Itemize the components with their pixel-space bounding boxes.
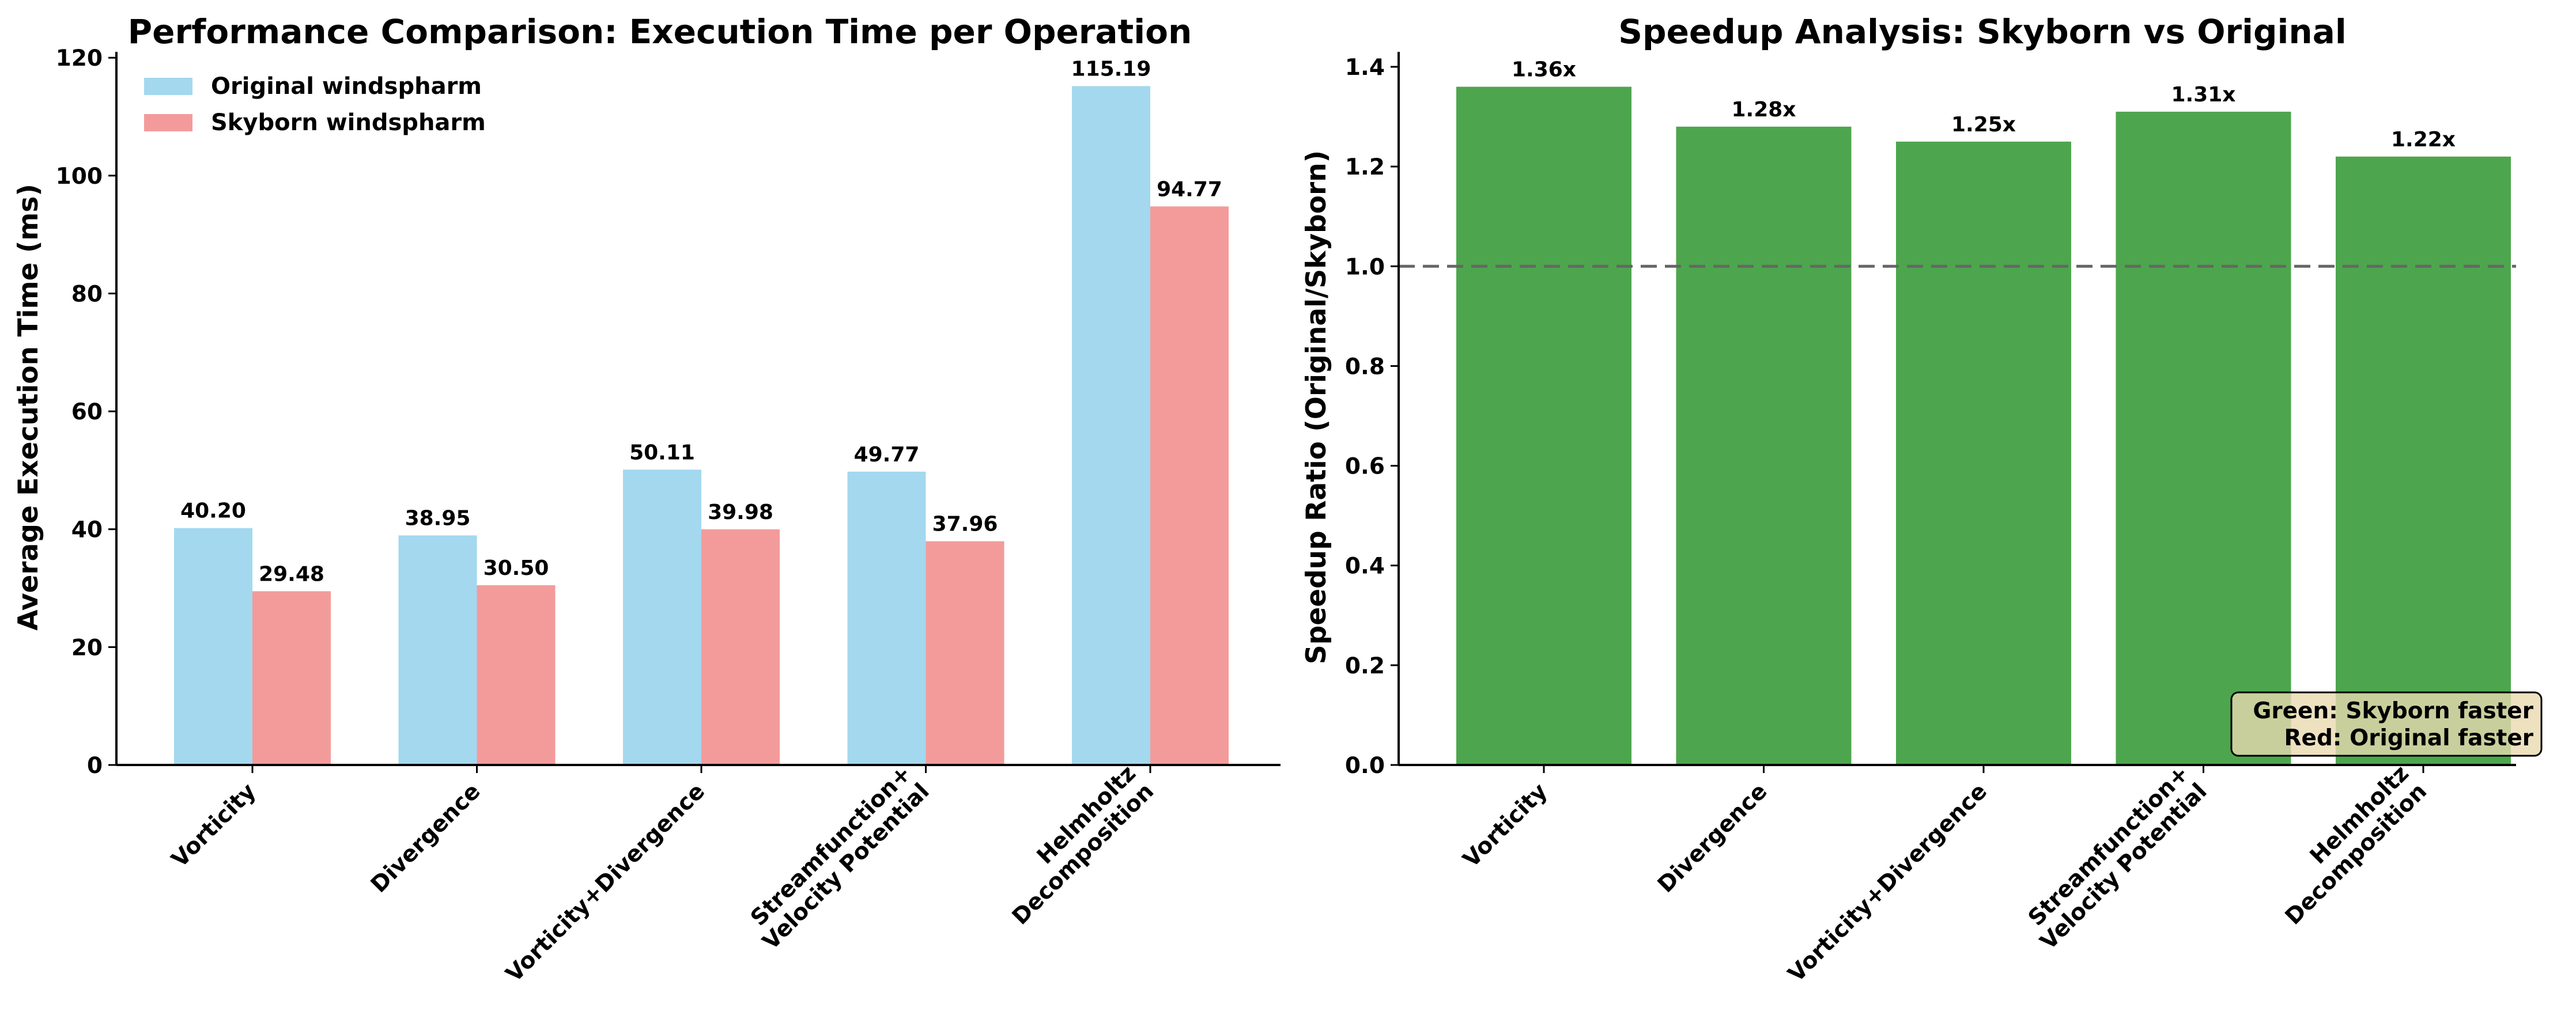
y-tick-label: 0.4	[1345, 554, 1385, 579]
x-tick-label: Vorticity	[167, 778, 261, 873]
x-tick-label: Streamfunction+Velocity Potential	[2018, 760, 2212, 955]
y-tick-label: 80	[71, 281, 103, 307]
bar	[1150, 206, 1229, 765]
bar-value-label: 1.28x	[1731, 98, 1796, 122]
y-tick-label: 100	[56, 164, 103, 190]
legend: Original windspharm Skyborn windspharm	[144, 73, 486, 136]
bar	[398, 535, 477, 765]
chart-title: Speedup Analysis: Skyborn vs Original	[1618, 12, 2346, 51]
chart-title: Performance Comparison: Execution Time p…	[128, 12, 1192, 51]
bar-value-label: 29.48	[259, 562, 324, 586]
legend-label: Skyborn windspharm	[211, 109, 486, 136]
note-line: Red: Original faster	[2284, 725, 2534, 751]
bar-value-label: 115.19	[1071, 57, 1151, 81]
bar-value-label: 1.25x	[1951, 113, 2016, 137]
bar	[477, 585, 556, 765]
execution-time-chart: Performance Comparison: Execution Time p…	[13, 12, 1281, 987]
legend-swatch	[144, 114, 192, 131]
bar	[2116, 111, 2291, 766]
y-tick-label: 40	[71, 517, 103, 543]
x-tick-label: Divergence	[366, 778, 486, 898]
y-tick-label: 1.2	[1345, 154, 1385, 180]
bar	[2336, 156, 2511, 765]
bar	[623, 469, 701, 765]
y-tick-label: 0.2	[1345, 653, 1385, 679]
y-tick-label: 0.6	[1345, 454, 1385, 480]
bar	[847, 471, 926, 765]
x-tick-label: HelmholtzDecomposition	[989, 760, 1159, 930]
bar-value-label: 1.22x	[2391, 128, 2456, 151]
bar	[1676, 126, 1852, 766]
x-tick-label: Vorticity+Divergence	[501, 778, 710, 987]
bar	[926, 541, 1004, 765]
y-tick-label: 0.0	[1345, 753, 1385, 779]
speedup-chart: Speedup Analysis: Skyborn vs Original Sp…	[1301, 12, 2543, 987]
bar-value-label: 30.50	[484, 556, 549, 580]
bar-value-label: 1.31x	[2171, 83, 2235, 107]
x-tick-label: Vorticity+Divergence	[1783, 778, 1992, 987]
y-tick-label: 0	[87, 753, 103, 779]
bar	[252, 591, 331, 765]
bar	[701, 529, 780, 765]
bar	[1456, 86, 1631, 765]
y-tick-label: 20	[71, 635, 103, 661]
bar-value-label: 50.11	[629, 441, 695, 464]
legend-swatch	[144, 78, 192, 95]
bar-value-label: 39.98	[708, 501, 773, 524]
note-line: Green: Skyborn faster	[2253, 698, 2533, 724]
bars-layer: 40.20 38.95 50.11 49.77 115.19 29.48 30.50 39.9…	[174, 57, 1229, 765]
y-tick-label: 60	[71, 399, 103, 425]
legend-label: Original windspharm	[211, 73, 482, 100]
bar	[174, 528, 252, 765]
bar-value-label: 94.77	[1157, 177, 1222, 201]
bar-value-label: 49.77	[854, 443, 920, 467]
bar	[1896, 141, 2071, 766]
y-tick-label: 0.8	[1345, 354, 1385, 380]
y-tick-label: 1.0	[1345, 254, 1385, 280]
bar-value-label: 37.96	[932, 513, 998, 536]
y-tick-label: 1.4	[1345, 55, 1385, 81]
bars-layer: 1.36x 1.28x 1.25x 1.31x 1.22x	[1399, 58, 2516, 766]
x-tick-label: Streamfunction+Velocity Potential	[740, 760, 935, 955]
bar-value-label: 38.95	[405, 506, 471, 530]
y-axis-label: Average Execution Time (ms)	[13, 184, 44, 631]
bar	[1072, 86, 1150, 765]
x-tick-label: Vorticity	[1458, 778, 1553, 873]
y-axis-label: Speedup Ratio (Original/Skyborn)	[1301, 150, 1332, 664]
y-tick-label: 120	[56, 46, 103, 71]
x-tick-label: HelmholtzDecomposition	[2263, 760, 2432, 930]
x-tick-label: Divergence	[1653, 778, 1773, 898]
bar-value-label: 40.20	[180, 499, 246, 523]
bar-value-label: 1.36x	[1512, 58, 1576, 82]
note-box	[2230, 691, 2543, 757]
